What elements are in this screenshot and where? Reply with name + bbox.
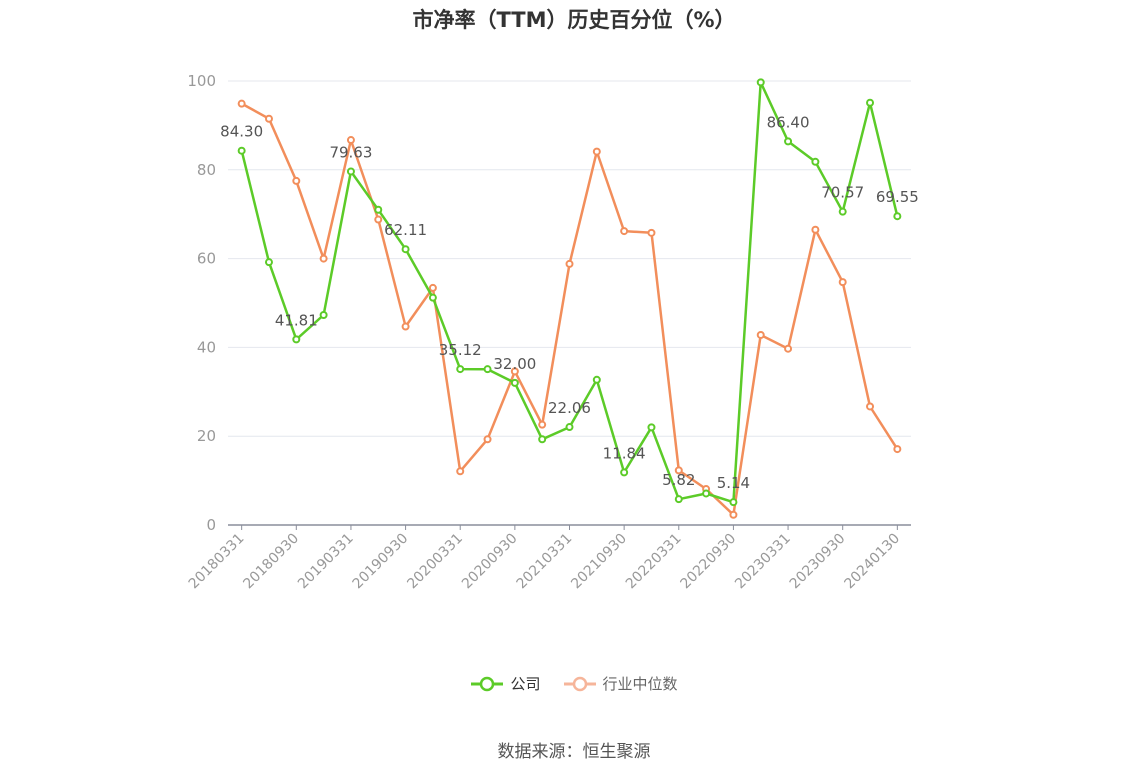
data-point-industry xyxy=(866,402,875,411)
data-point-industry xyxy=(510,367,519,376)
grid-layer xyxy=(228,80,911,437)
data-label: 84.30 xyxy=(220,123,263,141)
data-point-company xyxy=(456,365,465,374)
x-tick-label: 20200930 xyxy=(459,531,521,593)
data-point-industry xyxy=(538,420,547,429)
data-label: 69.55 xyxy=(876,188,919,206)
data-point-company xyxy=(702,489,711,498)
data-label: 22.06 xyxy=(548,399,591,417)
data-label: 62.11 xyxy=(384,221,427,239)
data-point-industry xyxy=(264,114,273,123)
data-point-industry xyxy=(756,330,765,339)
legend-line-circle-icon xyxy=(563,676,596,691)
data-point-company xyxy=(237,146,246,155)
data-label: 35.12 xyxy=(439,341,482,359)
y-tick-label: 0 xyxy=(206,516,216,534)
x-tick-label: 20220930 xyxy=(678,531,740,593)
y-tick-label: 80 xyxy=(197,161,216,179)
legend-item-industry[interactable]: 行业中位数 xyxy=(563,673,678,694)
legend: 公司 行业中位数 xyxy=(0,673,1148,694)
data-point-company xyxy=(756,78,765,87)
data-point-company xyxy=(292,335,301,344)
legend-label-industry: 行业中位数 xyxy=(602,675,678,693)
y-tick-label: 60 xyxy=(197,250,216,268)
legend-label-company: 公司 xyxy=(510,675,541,693)
data-point-company xyxy=(483,365,492,374)
series-layer xyxy=(237,78,902,519)
x-tick-label: 20200331 xyxy=(404,531,466,593)
data-point-company xyxy=(838,207,847,216)
data-point-industry xyxy=(811,225,820,234)
data-point-industry xyxy=(784,344,793,353)
data-point-company xyxy=(647,423,656,432)
data-point-company xyxy=(866,98,875,107)
x-tick-label: 20210930 xyxy=(568,531,630,593)
legend-item-company[interactable]: 公司 xyxy=(470,673,541,694)
data-point-company xyxy=(428,293,437,302)
data-point-industry xyxy=(237,99,246,108)
data-point-company xyxy=(346,167,355,176)
series-line-industry xyxy=(241,102,899,517)
data-point-company xyxy=(674,495,683,504)
y-tick-label: 100 xyxy=(187,72,216,90)
data-point-industry xyxy=(346,136,355,145)
data-point-industry xyxy=(838,278,847,287)
x-tick-label: 20190930 xyxy=(350,531,412,593)
data-point-industry xyxy=(456,467,465,476)
data-label: 41.81 xyxy=(275,311,318,329)
y-tick-label: 40 xyxy=(197,338,216,356)
x-tick-label: 20220331 xyxy=(623,531,685,593)
data-point-company xyxy=(729,498,738,507)
data-point-company xyxy=(401,245,410,254)
legend-line-circle-icon xyxy=(471,676,504,691)
data-label: 32.00 xyxy=(493,355,536,373)
data-point-industry xyxy=(565,259,574,268)
data-label: 86.40 xyxy=(767,113,810,131)
data-label: 70.57 xyxy=(821,184,864,202)
data-point-company xyxy=(374,205,383,214)
data-label: 79.63 xyxy=(329,143,372,161)
data-point-company xyxy=(565,423,574,432)
data-point-company xyxy=(620,468,629,477)
data-point-industry xyxy=(674,466,683,475)
chart-title: 市净率（TTM）历史百分位（%） xyxy=(412,8,736,32)
x-tick-label: 20230930 xyxy=(787,531,849,593)
data-point-company xyxy=(538,435,547,444)
x-tick-label: 20180331 xyxy=(186,531,248,593)
data-point-industry xyxy=(292,176,301,185)
data-point-industry xyxy=(620,227,629,236)
data-point-company xyxy=(319,310,328,319)
data-point-industry xyxy=(729,510,738,519)
data-point-industry xyxy=(647,228,656,237)
x-tick-label: 20190331 xyxy=(295,531,357,593)
data-point-company xyxy=(784,137,793,146)
data-point-company xyxy=(893,212,902,221)
data-label-layer: 84.30 41.81 79.63 62.11 35.12 32.00 22.06 11.84… xyxy=(220,113,919,492)
y-tick-label: 20 xyxy=(197,427,216,445)
data-point-industry xyxy=(374,215,383,224)
data-point-industry xyxy=(893,445,902,454)
data-point-industry xyxy=(319,254,328,263)
data-point-industry xyxy=(592,147,601,156)
x-tick-label: 20230331 xyxy=(732,531,794,593)
data-point-company xyxy=(510,378,519,387)
data-point-industry xyxy=(401,322,410,331)
x-tick-label: 20240130 xyxy=(841,531,903,593)
data-source: 数据来源：恒生聚源 xyxy=(497,742,651,762)
data-point-industry xyxy=(428,283,437,292)
data-point-company xyxy=(592,375,601,384)
data-label: 5.14 xyxy=(717,474,750,492)
data-point-industry xyxy=(483,435,492,444)
data-label: 5.82 xyxy=(662,471,695,489)
x-tick-label: 20180930 xyxy=(240,531,302,593)
data-point-company xyxy=(264,258,273,267)
data-point-company xyxy=(811,157,820,166)
data-label: 11.84 xyxy=(603,444,646,462)
x-tick-label: 20210331 xyxy=(514,531,576,593)
